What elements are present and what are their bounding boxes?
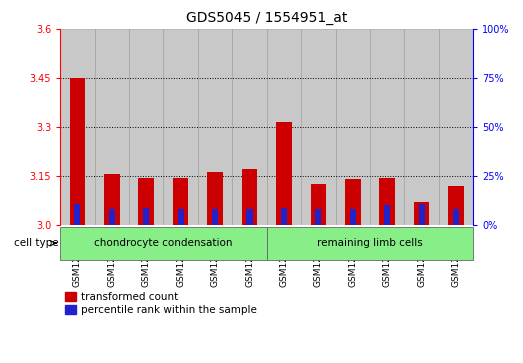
Bar bbox=[414, 201, 429, 225]
Bar bbox=[380, 178, 395, 225]
Bar bbox=[267, 29, 301, 225]
Bar bbox=[177, 209, 184, 225]
Bar bbox=[448, 186, 464, 225]
Bar bbox=[350, 209, 356, 225]
Bar bbox=[336, 29, 370, 225]
Bar bbox=[276, 122, 292, 225]
Bar bbox=[95, 29, 129, 225]
Bar bbox=[301, 29, 336, 225]
Bar bbox=[143, 208, 150, 225]
Bar bbox=[198, 29, 232, 225]
Bar bbox=[453, 209, 459, 225]
Bar bbox=[232, 29, 267, 225]
Bar bbox=[104, 175, 120, 225]
Bar bbox=[139, 178, 154, 225]
Bar bbox=[404, 29, 439, 225]
Bar bbox=[60, 29, 95, 225]
Bar bbox=[439, 29, 473, 225]
Bar bbox=[315, 209, 322, 225]
Bar bbox=[418, 204, 425, 225]
Text: cell type: cell type bbox=[14, 238, 59, 248]
Bar bbox=[129, 29, 163, 225]
Bar bbox=[267, 227, 473, 260]
Bar bbox=[311, 184, 326, 225]
Text: remaining limb cells: remaining limb cells bbox=[317, 238, 423, 248]
Bar bbox=[370, 29, 404, 225]
Title: GDS5045 / 1554951_at: GDS5045 / 1554951_at bbox=[186, 11, 347, 25]
Bar bbox=[384, 205, 390, 225]
Bar bbox=[74, 204, 81, 225]
Text: chondrocyte condensation: chondrocyte condensation bbox=[94, 238, 233, 248]
Bar bbox=[70, 78, 85, 225]
Bar bbox=[173, 178, 188, 225]
Bar bbox=[212, 209, 218, 225]
Legend: transformed count, percentile rank within the sample: transformed count, percentile rank withi… bbox=[65, 292, 257, 315]
Bar bbox=[246, 209, 253, 225]
Bar bbox=[345, 179, 360, 225]
Bar bbox=[207, 172, 223, 225]
Bar bbox=[242, 169, 257, 225]
Bar bbox=[163, 29, 198, 225]
Bar bbox=[60, 227, 267, 260]
Bar bbox=[109, 209, 115, 225]
Bar bbox=[281, 208, 287, 225]
